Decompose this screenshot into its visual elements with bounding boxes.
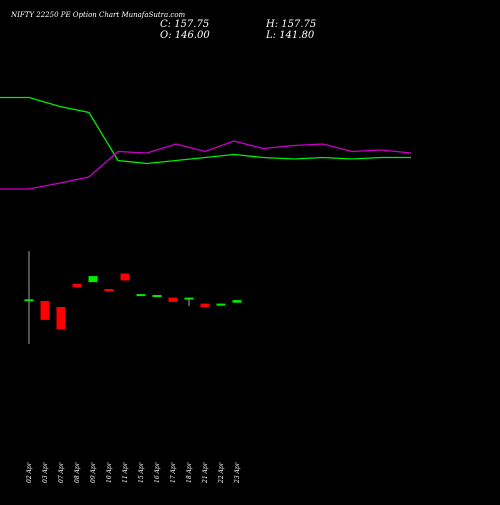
candle-body	[120, 273, 130, 281]
line-series-1	[0, 96, 411, 165]
x-tick-labels: 02 Apr 03 Apr 07 Apr 08 Apr 09 Apr 10 Apr 11 A…	[26, 461, 241, 484]
candle-body	[72, 283, 82, 288]
candle-body	[136, 294, 146, 297]
candle-body	[88, 276, 98, 283]
x-tick-label: 08 Apr	[74, 461, 81, 483]
x-tick-label: 18 Apr	[186, 461, 193, 483]
candle-body	[232, 300, 242, 303]
candle-body	[184, 297, 194, 300]
close-value: C: 157.75	[160, 19, 209, 30]
candles-group	[24, 251, 242, 344]
high-value: H: 157.75	[265, 19, 316, 30]
line-series-2	[0, 140, 412, 190]
low-value: L: 141.80	[265, 30, 315, 41]
candle-body	[40, 301, 50, 320]
x-tick-label: 02 Apr	[26, 461, 33, 483]
candle-body	[104, 289, 114, 292]
x-tick-label: 09 Apr	[90, 461, 97, 483]
x-tick-label: 22 Apr	[218, 461, 225, 484]
x-tick-label: 03 Apr	[42, 461, 49, 483]
candle-body	[200, 303, 210, 307]
chart-title: NIFTY 22250 PE Option Chart MunafaSutra.…	[10, 11, 186, 19]
x-tick-label: 15 Apr	[138, 461, 145, 483]
x-tick-label: 23 Apr	[234, 461, 241, 484]
candle-body	[168, 297, 178, 302]
candle-body	[56, 307, 66, 330]
x-tick-label: 07 Apr	[58, 461, 65, 483]
x-tick-label: 11 Apr	[122, 461, 129, 483]
x-tick-label: 16 Apr	[154, 461, 161, 483]
line-series-group	[0, 96, 412, 190]
candle-body	[216, 303, 226, 306]
x-tick-label: 10 Apr	[106, 461, 113, 483]
candle-body	[24, 299, 34, 302]
x-tick-label: 17 Apr	[170, 461, 177, 483]
candle-body	[152, 295, 162, 297]
x-tick-label: 21 Apr	[202, 461, 209, 484]
open-value: O: 146.00	[160, 30, 210, 41]
